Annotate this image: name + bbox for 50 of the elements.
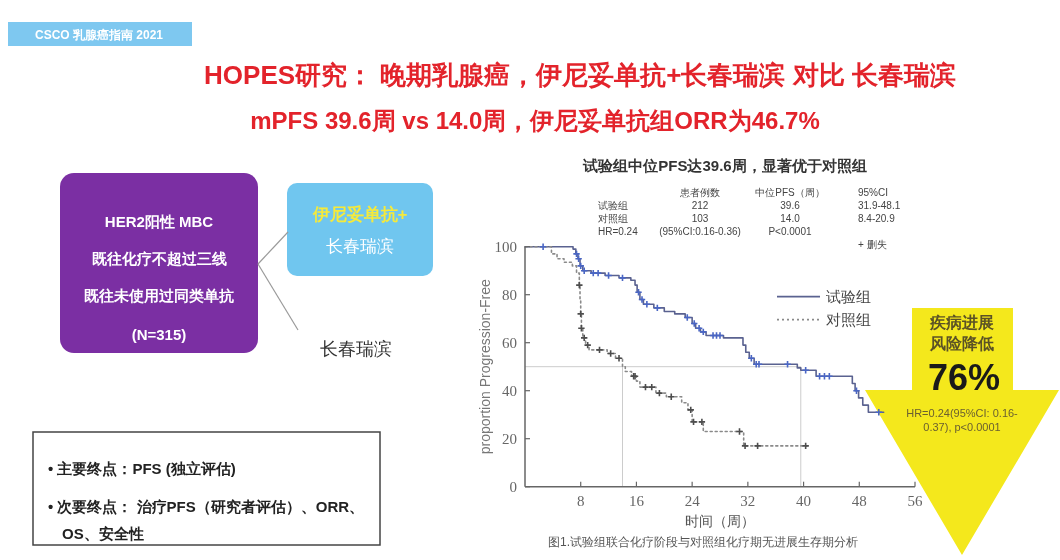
annotation: 试验组中位PFS达39.6周，显著优于对照组 [583, 157, 867, 174]
annotation: 试验组 [598, 200, 628, 211]
x-tick-label: 32 [740, 492, 756, 509]
x-tick-label: 56 [907, 492, 923, 509]
annotation: 伊尼妥单抗+ [312, 205, 408, 224]
legend-label: 试验组 [826, 287, 871, 305]
y-tick-label: 40 [502, 382, 517, 399]
annotation: 长春瑞滨 [320, 339, 392, 359]
annotation: 76% [927, 357, 1001, 398]
xlabel: 时间（周） [685, 512, 755, 529]
y-tick-label: 80 [502, 286, 517, 303]
annotation: 既往化疗不超过三线 [91, 250, 227, 267]
annotation: 疾病进展 [930, 314, 994, 331]
y-tick-label: 20 [502, 430, 517, 447]
title: HOPES研究： 晚期乳腺癌，伊尼妥单抗+长春瑞滨 对比 长春瑞滨 [204, 60, 956, 90]
y-tick-label: 100 [494, 238, 517, 255]
annotation: 212 [691, 200, 709, 211]
x-tick-label: 8 [576, 492, 585, 509]
annotation: 中位PFS（周） [755, 187, 825, 198]
annotation: 103 [691, 213, 709, 224]
annotation: (N=315) [131, 326, 187, 343]
annotation: 长春瑞滨 [326, 237, 394, 256]
annotation: 31.9-48.1 [858, 200, 901, 211]
annotation: 对照组 [598, 213, 628, 224]
annotation: 既往未使用过同类单抗 [84, 287, 234, 304]
annotation: P<0.0001 [768, 226, 812, 237]
subtitle: mPFS 39.6周 vs 14.0周，伊尼妥单抗组ORR为46.7% [250, 107, 820, 134]
annotation: 14.0 [780, 213, 800, 224]
annotation: (95%CI:0.16-0.36) [659, 226, 741, 237]
y-tick-label: 60 [502, 334, 517, 351]
annotation: • 次要终点： 治疗PFS（研究者评估）、ORR、OS、安全性 [48, 498, 365, 542]
annotation: 95%CI [858, 187, 888, 198]
annotation: CSCO 乳腺癌指南 2021 [35, 28, 163, 42]
annotation: HR=0.24(95%CI: 0.16-0.37), p<0.0001 [906, 407, 1018, 433]
x-tick-label: 16 [628, 492, 644, 509]
annotation: 风险降低 [930, 335, 994, 352]
x-tick-label: 48 [851, 492, 867, 509]
x-tick-label: 24 [684, 492, 700, 509]
y-tick-label: 0 [509, 478, 517, 495]
annotation: 图1.试验组联合化疗阶段与对照组化疗期无进展生存期分析 [548, 535, 858, 549]
annotation: HER2阳性 MBC [104, 213, 214, 230]
legend-label: 对照组 [826, 310, 871, 328]
annotation: + 删失 [858, 239, 887, 250]
x-tick-label: 40 [796, 492, 812, 509]
annotation: • 主要终点：PFS (独立评估) [48, 460, 236, 477]
ylabel: proportion Progression-Free [477, 279, 493, 455]
annotation: 39.6 [780, 200, 800, 211]
annotation: 患者例数 [680, 187, 720, 198]
annotation: 8.4-20.9 [858, 213, 895, 224]
annotation: HR=0.24 [598, 226, 638, 237]
